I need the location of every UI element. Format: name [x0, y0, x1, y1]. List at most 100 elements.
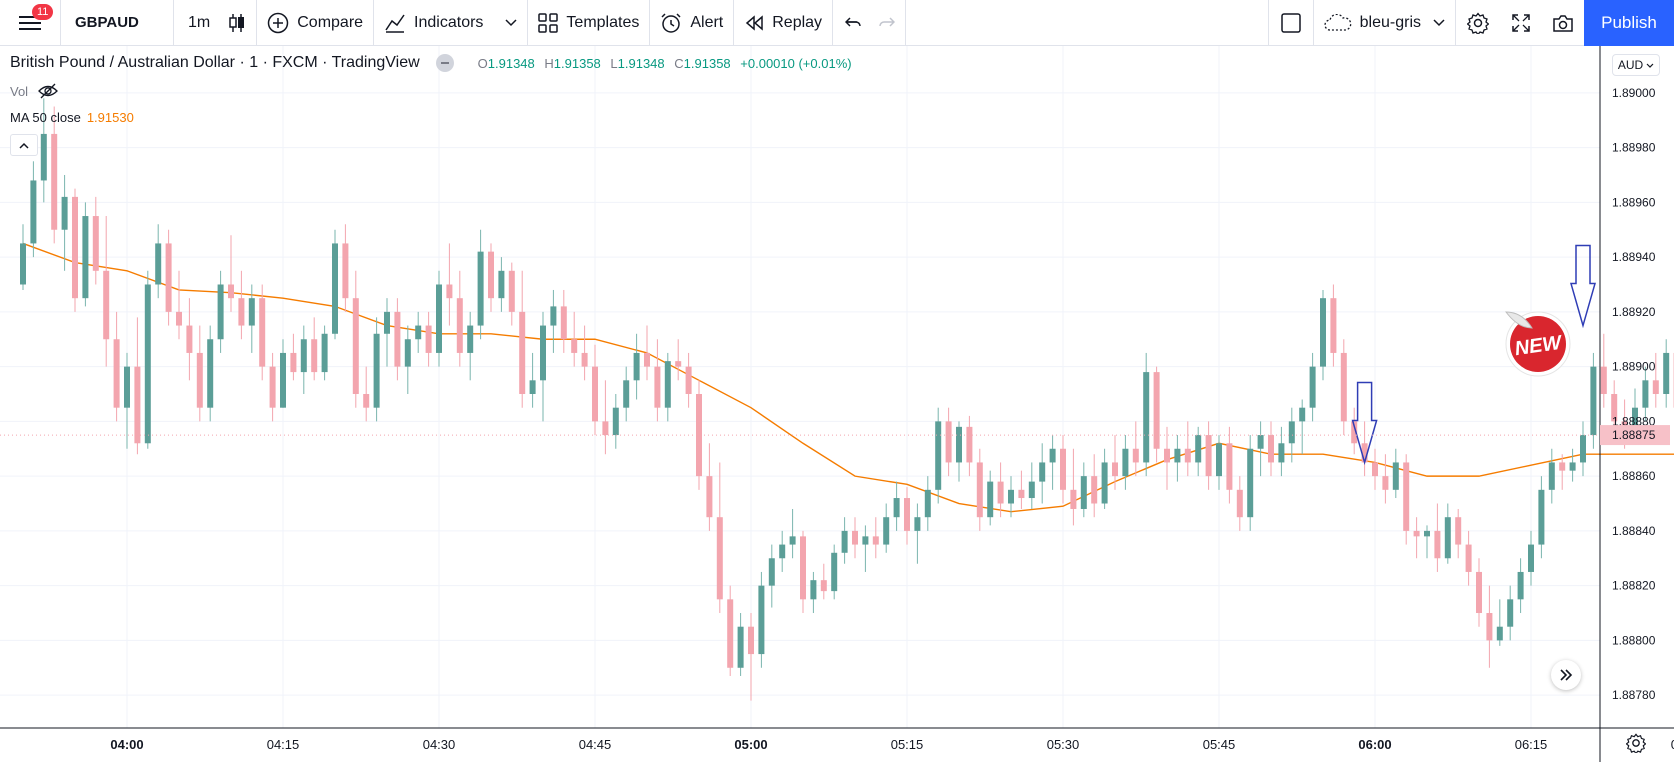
candle-body	[1611, 394, 1618, 422]
templates-button[interactable]: Templates	[528, 0, 649, 46]
toolbar-divider	[832, 0, 834, 46]
candle	[1465, 530, 1472, 586]
chevron-down-icon[interactable]	[505, 18, 517, 27]
candle-body	[1122, 448, 1129, 477]
candle-body	[1070, 489, 1077, 509]
ma-layer	[22, 242, 1674, 513]
publish-button[interactable]: Publish	[1584, 0, 1674, 46]
price-tick-label: 1.88820	[1612, 579, 1656, 593]
candle	[1434, 503, 1441, 572]
indicators-button[interactable]: Indicators	[374, 0, 527, 46]
candle	[571, 311, 578, 367]
screenshot-button[interactable]	[1542, 0, 1584, 46]
ma-legend: MA 50 close 1.91530	[10, 110, 134, 125]
redo-icon	[879, 16, 896, 27]
price-tick-label: 1.88900	[1612, 360, 1656, 374]
candle	[196, 325, 203, 422]
candle-body	[394, 311, 401, 367]
candle	[300, 325, 307, 394]
candle-body	[467, 325, 474, 353]
price-chart[interactable]: 1.88780 1.88800 1.88820 1.88840 1.88860 1.888…	[0, 46, 1674, 762]
double-chevron-right-icon	[1560, 669, 1573, 681]
high-label: H	[544, 55, 554, 71]
candle-body	[446, 284, 453, 299]
candle	[560, 289, 567, 353]
candle-body	[1444, 517, 1451, 559]
candle-body	[872, 536, 879, 545]
candle-body	[61, 196, 68, 230]
candle	[945, 407, 952, 477]
candle	[176, 270, 182, 340]
currency-button[interactable]: AUD	[1612, 54, 1660, 76]
undo-button[interactable]	[833, 0, 871, 46]
series-more-button[interactable]	[435, 54, 454, 72]
candle-body	[1476, 571, 1482, 614]
candle-body	[1309, 366, 1316, 408]
drawings-layer	[1351, 244, 1596, 466]
candle	[675, 339, 682, 381]
collapse-legend-button[interactable]	[10, 134, 38, 156]
candle	[1049, 435, 1056, 490]
symbol-search-button[interactable]: GBPAUD	[75, 14, 139, 31]
candle	[1403, 454, 1410, 545]
hamburger-icon	[19, 15, 41, 30]
chevron-down-icon[interactable]	[1433, 19, 1445, 27]
candle	[581, 325, 588, 381]
candle	[321, 325, 328, 381]
price-tick-label: 1.89000	[1612, 86, 1656, 100]
compare-button[interactable]: Compare	[257, 0, 373, 46]
redo-button[interactable]	[871, 0, 905, 46]
candle	[436, 270, 442, 367]
candle	[1070, 448, 1077, 526]
candle-body	[384, 311, 390, 334]
candle-body	[1486, 613, 1493, 641]
candle-body	[956, 426, 962, 463]
time-tick-label: 06:15	[1515, 737, 1548, 752]
candles-icon	[229, 13, 245, 32]
interval-button[interactable]: 1m	[188, 13, 211, 31]
alert-button[interactable]: Alert	[650, 0, 733, 46]
toolbar-divider	[649, 0, 651, 46]
chart-settings-button[interactable]	[1625, 733, 1647, 758]
candle	[342, 224, 349, 312]
ma-label: MA 50 close	[10, 110, 81, 125]
candle	[72, 188, 78, 312]
candle	[1101, 448, 1108, 509]
candle-body	[51, 133, 58, 230]
candle-body	[768, 558, 775, 586]
eye-crossed-icon[interactable]	[38, 83, 58, 99]
fullscreen-button[interactable]	[1500, 0, 1542, 46]
candle	[1112, 435, 1118, 490]
low-value: 1.91348	[617, 55, 665, 71]
candle	[259, 284, 266, 381]
candle-body	[1361, 443, 1368, 463]
candle	[644, 325, 650, 381]
candle	[966, 415, 973, 477]
candle-body	[519, 311, 526, 394]
scroll-to-realtime-button[interactable]	[1551, 660, 1581, 690]
candle-body	[321, 333, 328, 373]
candle	[1382, 454, 1389, 504]
chart-type-button[interactable]	[224, 0, 256, 46]
settings-button[interactable]	[1456, 0, 1500, 46]
candle-body	[644, 352, 650, 367]
candle	[1496, 599, 1503, 646]
select-layout-button[interactable]	[1269, 0, 1313, 46]
candle	[1268, 421, 1274, 477]
candle	[727, 585, 734, 676]
series-title: British Pound / Australian Dollar · 1 · …	[10, 54, 420, 71]
candle-body	[758, 585, 765, 655]
candle	[987, 470, 994, 526]
candle	[477, 229, 484, 340]
layout-save-button[interactable]: bleu-gris	[1314, 0, 1455, 46]
candle	[1652, 352, 1659, 408]
candle-body	[935, 421, 942, 490]
candle	[1372, 448, 1378, 490]
candle-body	[1091, 476, 1098, 504]
candle-body	[592, 366, 598, 422]
main-menu-button[interactable]: 11	[0, 0, 60, 46]
replay-button[interactable]: Replay	[734, 0, 832, 46]
candle	[1288, 407, 1295, 463]
candle-body	[30, 180, 37, 244]
low-label: L	[610, 55, 618, 71]
